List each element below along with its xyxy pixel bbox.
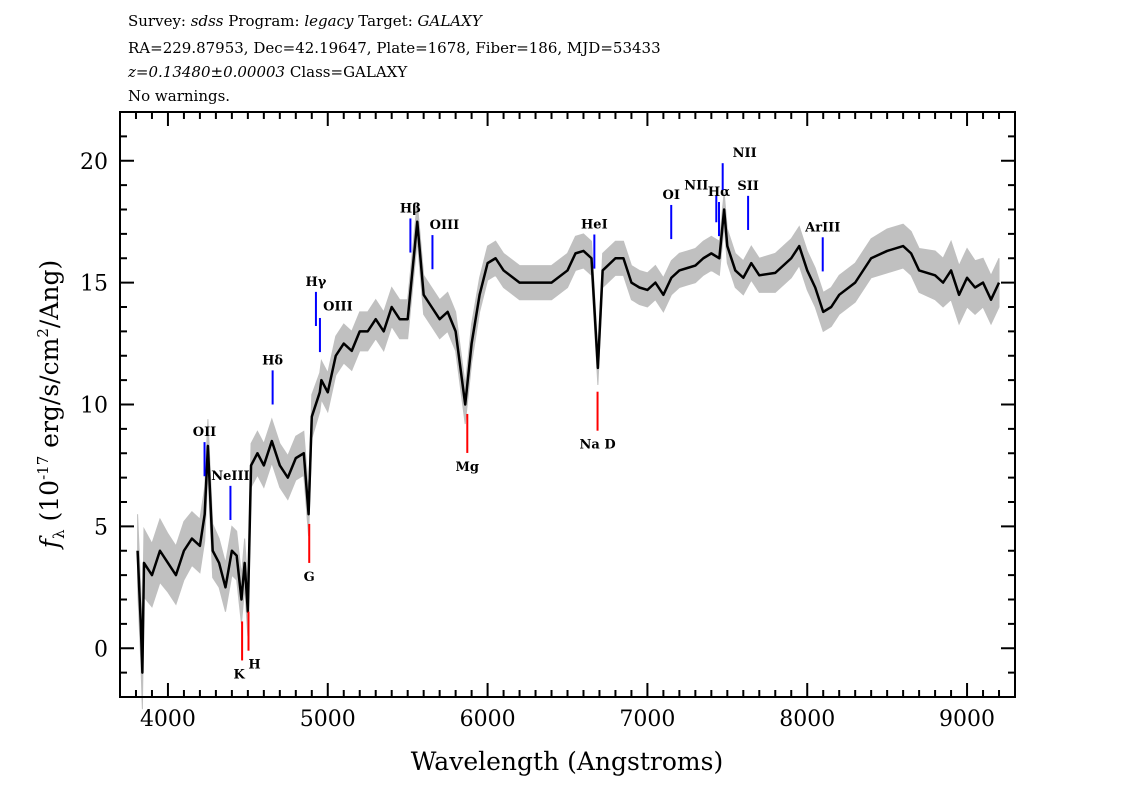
- line-label: K: [233, 667, 245, 682]
- target-label: Target:: [358, 12, 413, 30]
- header-redshift-line: z=0.13480±0.00003 Class=GALAXY: [128, 63, 407, 82]
- line-label: NII: [733, 146, 757, 161]
- line-label: OIII: [430, 218, 460, 233]
- line-label: Hδ: [262, 353, 283, 368]
- line-label: Na D: [579, 438, 615, 453]
- line-label: OIII: [323, 300, 353, 315]
- line-label: HeI: [581, 217, 608, 232]
- y-tick-label: 0: [94, 637, 108, 662]
- tick-layer: 4000 5000 6000 7000 8000 9000 0 5 10 15 20: [80, 112, 1015, 732]
- plot-frame: [119, 111, 1016, 698]
- y-tick-label: 20: [80, 150, 108, 175]
- survey-value: sdss: [190, 12, 224, 30]
- line-label: H: [248, 658, 260, 673]
- header-coords: RA=229.87953, Dec=42.19647, Plate=1678, …: [128, 39, 661, 57]
- x-tick-label: 6000: [460, 707, 516, 732]
- y-tick-label: 15: [80, 272, 108, 297]
- line-label: Hα: [708, 185, 730, 200]
- header-warnings: No warnings.: [128, 87, 231, 105]
- x-tick-label: 9000: [939, 707, 995, 732]
- target-value: GALAXY: [417, 12, 482, 30]
- program-label: Program:: [228, 12, 300, 30]
- flux-line: [136, 208, 1001, 674]
- survey-label: Survey:: [128, 12, 186, 30]
- x-axis-title: Wavelength (Angstroms): [411, 747, 723, 776]
- line-label: ArIII: [804, 220, 840, 235]
- error-band: [137, 192, 1000, 710]
- y-tick-label: 5: [94, 515, 108, 540]
- x-tick-label: 8000: [779, 707, 835, 732]
- line-label: OII: [193, 425, 217, 440]
- x-tick-label: 5000: [300, 707, 356, 732]
- line-label: Mg: [456, 460, 479, 475]
- line-label: OI: [663, 188, 680, 203]
- line-label: Hγ: [306, 275, 327, 290]
- line-label: NII: [684, 178, 708, 193]
- x-tick-label: 4000: [140, 707, 196, 732]
- program-value: legacy: [304, 12, 354, 30]
- header-line-survey: Survey: sdss Program: legacy Target: GAL…: [128, 12, 482, 31]
- x-tick-label: 7000: [619, 707, 675, 732]
- y-tick-label: 10: [80, 394, 108, 419]
- line-label: NeIII: [211, 469, 249, 484]
- flux-layer: [136, 208, 1001, 674]
- redshift: z=0.13480±0.00003: [128, 63, 286, 81]
- line-label: Hβ: [400, 201, 421, 216]
- line-label: G: [304, 570, 315, 585]
- error-band-layer: [137, 192, 1000, 710]
- line-label: SII: [737, 179, 759, 194]
- y-axis-title: fλ (10-17 erg/s/cm2/Ang): [34, 260, 68, 550]
- class: Class=GALAXY: [289, 63, 408, 81]
